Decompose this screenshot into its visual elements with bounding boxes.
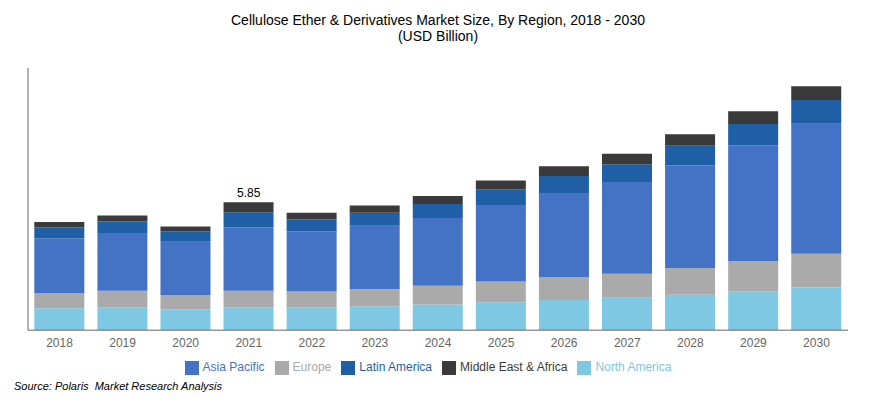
svg-text:2023: 2023 [362,336,389,350]
svg-text:2018: 2018 [46,336,73,350]
svg-text:2019: 2019 [109,336,136,350]
svg-text:2030: 2030 [803,336,830,350]
svg-text:2027: 2027 [614,336,641,350]
svg-text:2021: 2021 [235,336,262,350]
svg-text:2020: 2020 [172,336,199,350]
html-text:Source: Polaris Market Researc: Source: Polaris Market Research Analysis [14,380,223,392]
svg-text:5.85: 5.85 [237,186,261,200]
html-text:Latin America: Latin America [359,360,432,375]
svg-text:2022: 2022 [298,336,325,350]
html-text:Europe: Europe [292,360,332,375]
svg-text:2024: 2024 [425,336,452,350]
svg-text:2028: 2028 [677,336,704,350]
html-text:Asia Pacific: Asia Pacific [202,360,265,375]
html-text:North America: North America [595,360,672,375]
html-text:Cellulose Ether & Derivatives: Cellulose Ether & Derivatives Market Siz… [231,12,645,28]
svg-text:2029: 2029 [740,336,767,350]
html-text:Middle East & Africa: Middle East & Africa [460,360,568,375]
html-text:(USD Billion): (USD Billion) [397,28,479,44]
svg-text:2025: 2025 [488,336,515,350]
svg-text:2026: 2026 [551,336,578,350]
